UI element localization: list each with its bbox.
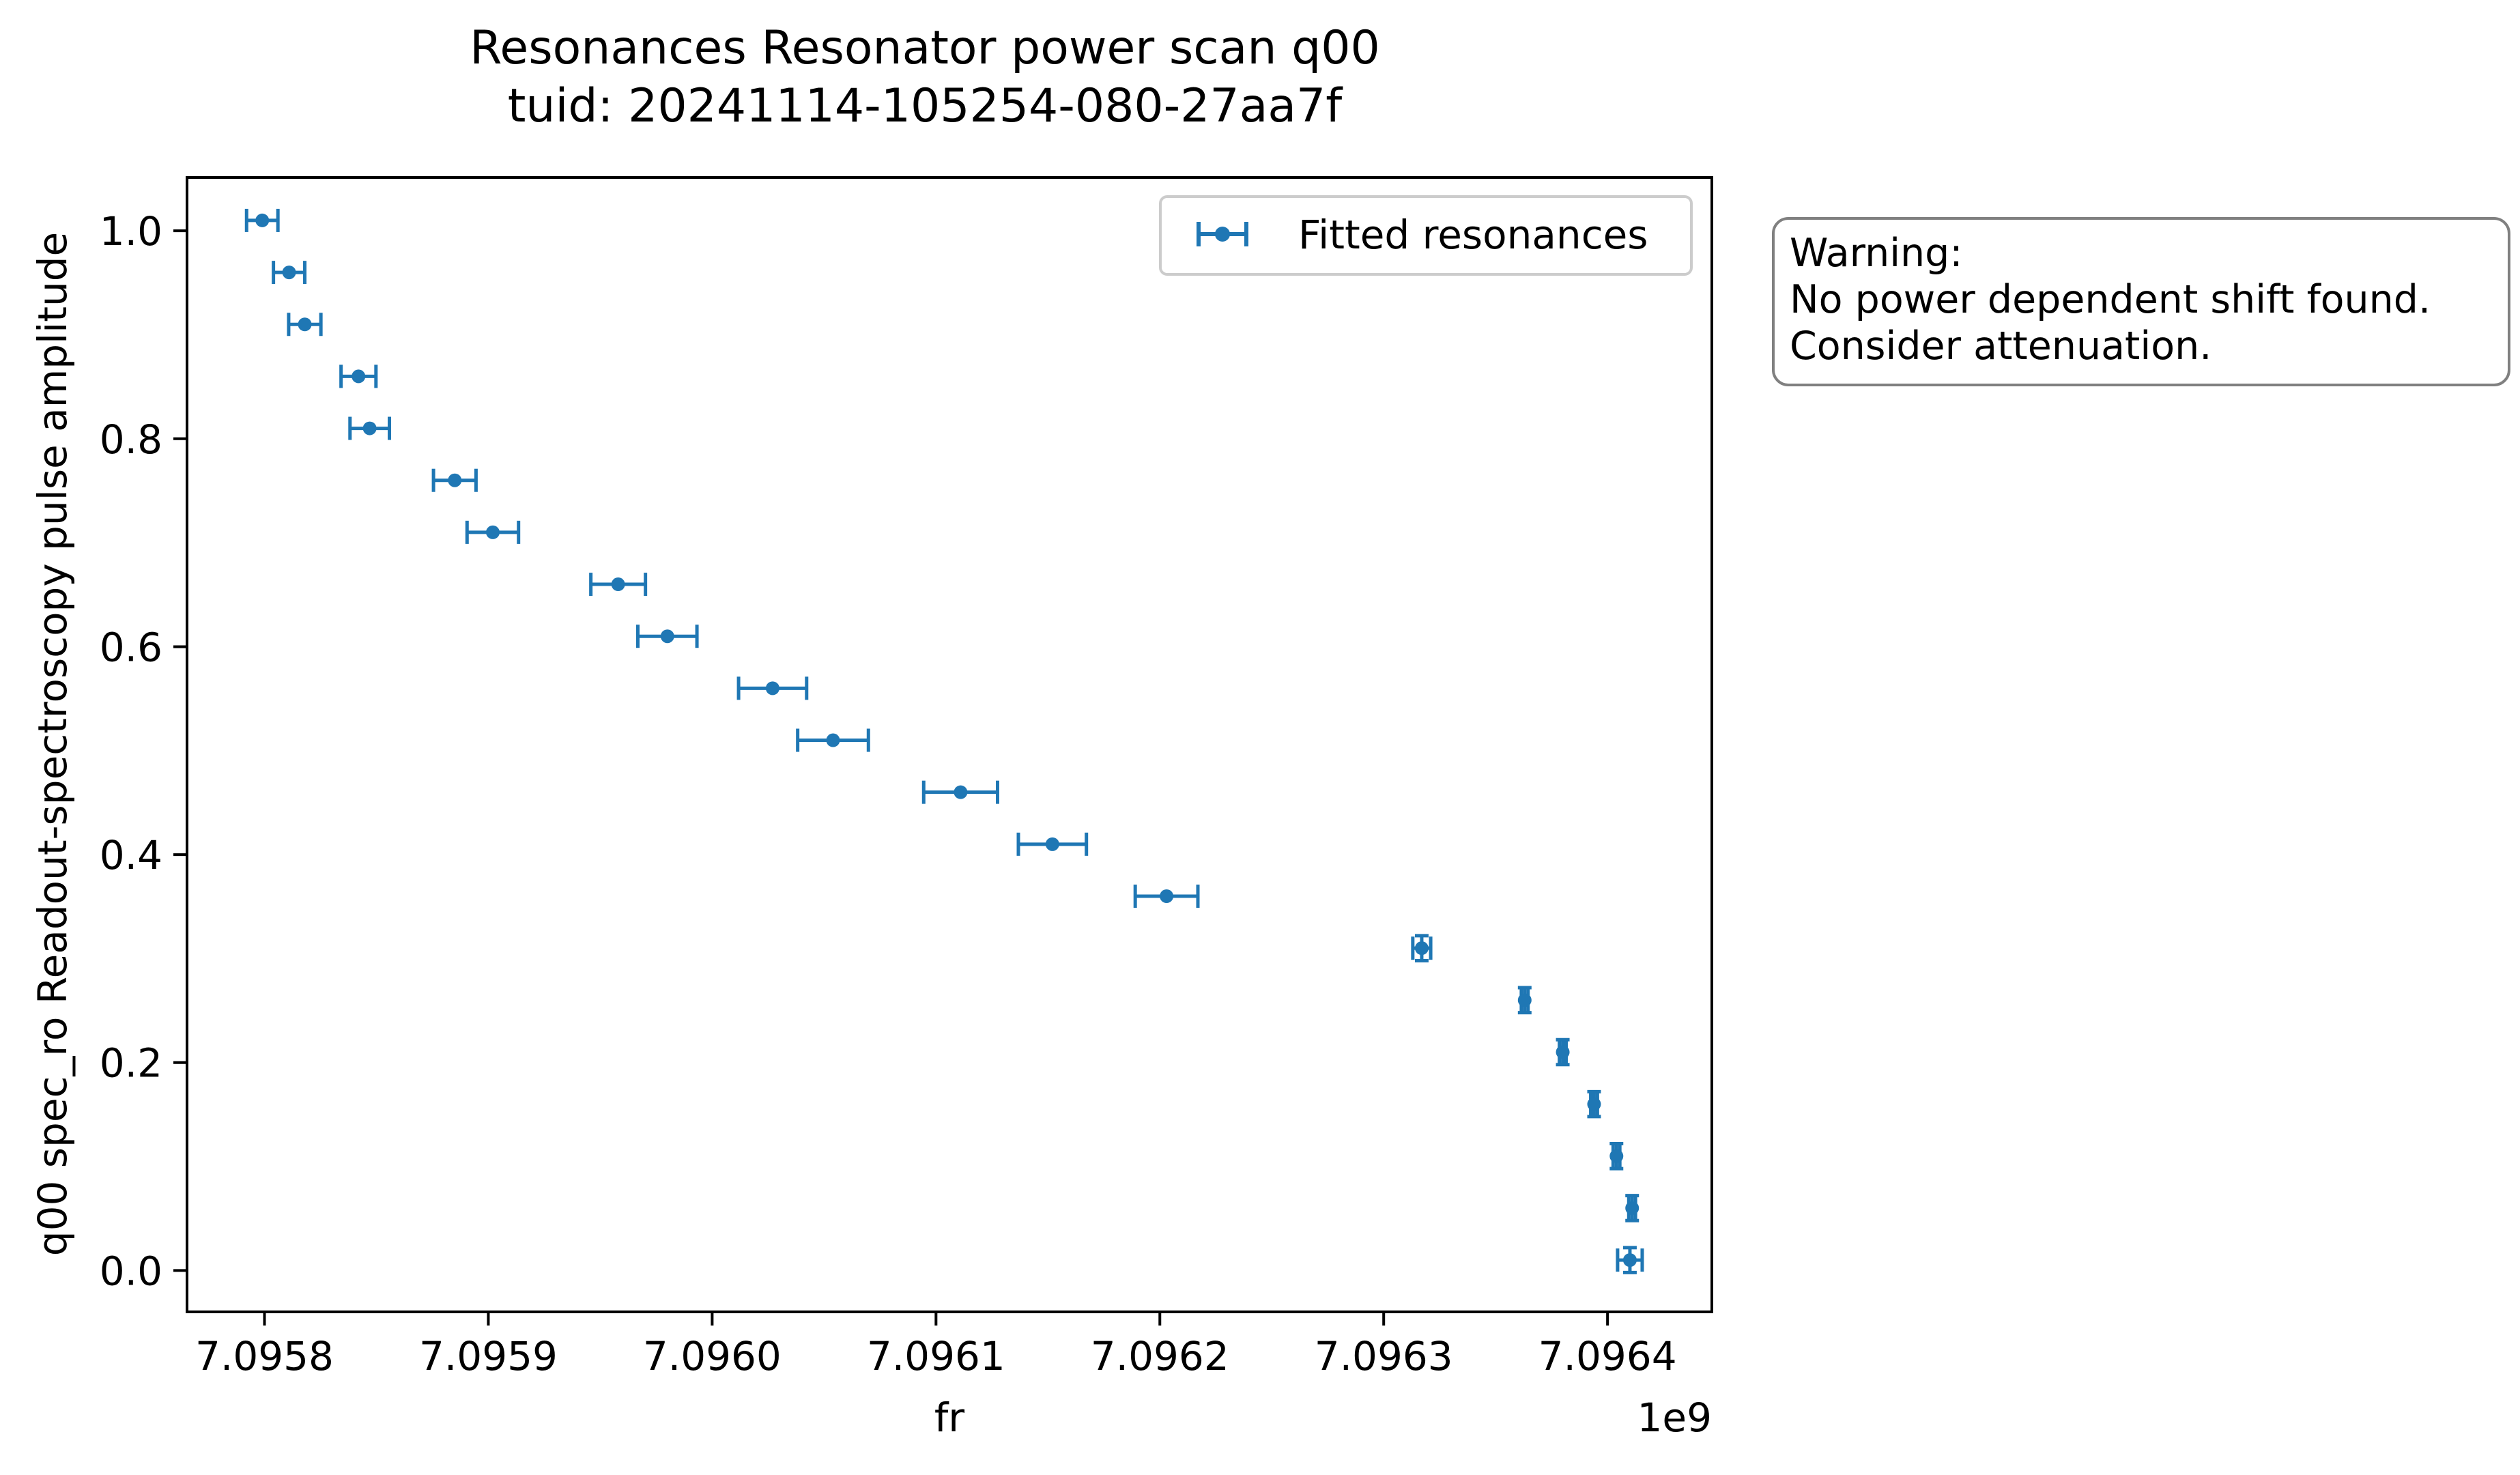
data-point <box>636 625 699 648</box>
data-point <box>465 520 521 544</box>
y-tick-label: 0.2 <box>100 1040 162 1087</box>
data-point-marker <box>1609 1149 1624 1163</box>
data-point <box>1517 986 1532 1015</box>
data-point <box>796 728 870 752</box>
data-point <box>1016 832 1089 856</box>
data-point <box>1616 1246 1644 1274</box>
series-layer <box>244 208 1644 1274</box>
data-point-marker <box>1414 941 1429 956</box>
data-point-marker <box>1517 993 1532 1007</box>
data-point-marker <box>660 629 674 644</box>
data-point-marker <box>1045 837 1059 851</box>
data-point <box>1587 1089 1601 1119</box>
data-point-marker <box>486 525 500 539</box>
warning-annotation-line-3: Consider attenuation. <box>1790 324 2211 369</box>
data-point-marker <box>1160 889 1174 904</box>
y-tick-label: 0.6 <box>100 624 162 670</box>
data-point-marker <box>1587 1097 1601 1111</box>
data-point <box>287 313 323 336</box>
legend-label: Fitted resonances <box>1298 212 1648 258</box>
data-point <box>339 364 378 388</box>
legend-box <box>1159 195 1693 276</box>
data-point <box>1609 1142 1624 1171</box>
x-tick-label: 7.0962 <box>1091 1333 1229 1379</box>
x-axis-label: fr <box>934 1394 964 1441</box>
warning-annotation: Warning: No power dependent shift found.… <box>1772 217 2510 386</box>
data-point-marker <box>255 213 270 227</box>
data-point-marker <box>298 317 312 332</box>
y-axis-label: q00 spec_ro Readout-spectroscopy pulse a… <box>29 232 76 1257</box>
y-tick-label: 0.0 <box>100 1248 162 1294</box>
chart-title: Resonances Resonator power scan q00 <box>470 21 1380 75</box>
data-point-marker <box>954 785 968 799</box>
data-point <box>1133 885 1200 908</box>
x-tick-label: 7.0964 <box>1538 1333 1677 1379</box>
x-tick-label: 7.0960 <box>643 1333 782 1379</box>
y-tick-label: 0.4 <box>100 832 162 878</box>
x-axis-offset-text: 1e9 <box>1637 1394 1713 1441</box>
data-point-marker <box>765 681 779 696</box>
data-point-marker <box>611 577 625 592</box>
y-tick-label: 1.0 <box>100 208 162 255</box>
data-point-marker <box>362 421 377 435</box>
x-tick-label: 7.0961 <box>867 1333 1005 1379</box>
data-point <box>244 208 280 232</box>
x-tick-label: 7.0959 <box>419 1333 558 1379</box>
y-tick-label: 0.8 <box>100 416 162 463</box>
data-point-marker <box>282 266 296 280</box>
data-point <box>1625 1194 1640 1222</box>
data-point <box>348 416 391 440</box>
y-axis-ticks: 0.0 0.2 0.4 0.6 0.8 1.0 <box>100 208 187 1294</box>
x-axis-ticks: 7.0958 7.0959 7.0960 7.0961 7.0962 7.0963 7.09… <box>195 1312 1677 1379</box>
data-point-marker <box>1556 1045 1570 1059</box>
axes-frame <box>186 176 1713 1313</box>
data-point-marker <box>1625 1201 1640 1215</box>
data-point <box>431 468 478 492</box>
data-point-marker <box>448 473 462 487</box>
data-point-marker <box>352 369 366 384</box>
data-point <box>736 676 809 700</box>
data-point <box>921 780 1000 804</box>
data-point-marker <box>1622 1253 1637 1268</box>
plot-area <box>186 176 1713 1313</box>
warning-annotation-box <box>1772 217 2510 386</box>
data-point-marker <box>826 733 840 747</box>
data-point <box>589 573 648 597</box>
x-tick-label: 7.0963 <box>1315 1333 1453 1379</box>
legend-marker-dot <box>1215 227 1230 242</box>
data-point <box>272 261 307 285</box>
data-point <box>1556 1037 1570 1067</box>
legend: Fitted resonances <box>1159 195 1693 276</box>
warning-annotation-line-2: No power dependent shift found. <box>1790 277 2431 322</box>
x-tick-label: 7.0958 <box>195 1333 334 1379</box>
chart-subtitle: tuid: 20241114-105254-080-27aa7f <box>508 79 1344 133</box>
data-point <box>1411 934 1433 962</box>
warning-annotation-line-1: Warning: <box>1790 231 1963 276</box>
